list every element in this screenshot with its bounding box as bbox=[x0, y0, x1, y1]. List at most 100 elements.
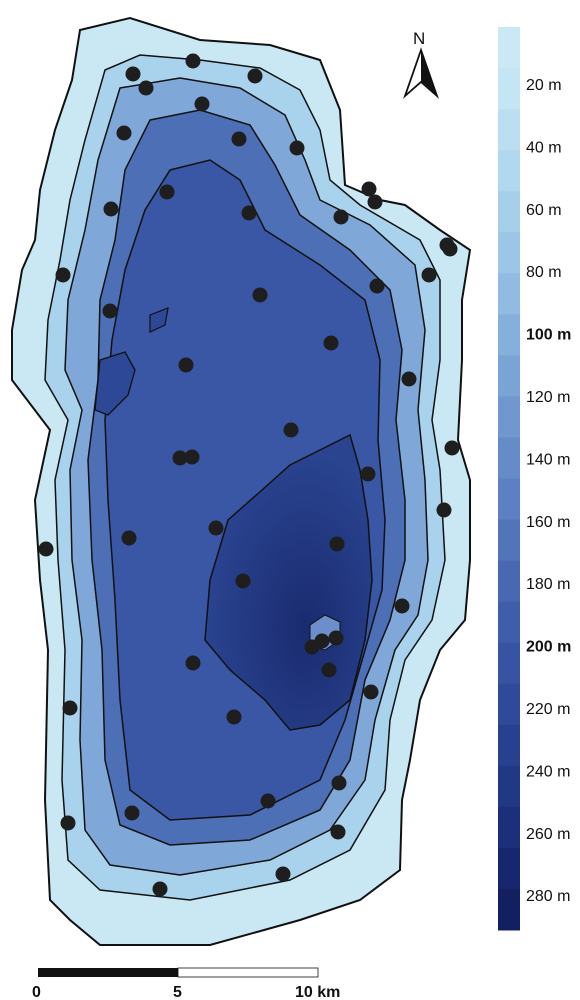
legend-color-step bbox=[498, 191, 520, 233]
sample-point bbox=[116, 125, 132, 141]
contour-200m bbox=[204, 433, 373, 731]
sample-point bbox=[102, 303, 118, 319]
sample-point bbox=[323, 335, 339, 351]
sample-point bbox=[124, 805, 140, 821]
legend-color-step bbox=[498, 396, 520, 438]
legend-color-step bbox=[498, 642, 520, 685]
sample-point bbox=[185, 53, 201, 69]
legend-color-step bbox=[498, 847, 520, 890]
sample-point bbox=[369, 278, 385, 294]
scale-bar-white-segment bbox=[177, 967, 319, 978]
legend-color-step bbox=[498, 437, 520, 479]
legend-color-step bbox=[498, 478, 520, 521]
sample-point bbox=[442, 241, 458, 257]
legend-tick-label: 40 m bbox=[526, 139, 562, 156]
sample-point bbox=[360, 466, 376, 482]
sample-point bbox=[235, 573, 251, 589]
sample-point bbox=[394, 598, 410, 614]
legend-color-step bbox=[498, 109, 520, 151]
legend-color-step bbox=[498, 27, 520, 69]
legend-tick-label: 140 m bbox=[526, 451, 570, 468]
sample-point bbox=[172, 450, 188, 466]
legend-color-step bbox=[498, 273, 520, 315]
sample-point bbox=[231, 131, 247, 147]
sample-point bbox=[103, 201, 119, 217]
legend-color-step bbox=[498, 519, 520, 562]
sample-point bbox=[361, 181, 377, 197]
legend-color-step bbox=[498, 683, 520, 726]
shallow-patch bbox=[94, 351, 136, 416]
sample-point bbox=[241, 205, 257, 221]
sample-point bbox=[421, 267, 437, 283]
sample-point bbox=[283, 422, 299, 438]
sample-point bbox=[60, 815, 76, 831]
legend-tick-label: 160 m bbox=[526, 514, 570, 531]
sample-point bbox=[275, 866, 291, 882]
sample-point bbox=[401, 371, 417, 387]
scale-bar: 0 5 10 km bbox=[32, 967, 340, 1000]
legend-tick-label: 100 m bbox=[526, 327, 571, 344]
sample-point bbox=[185, 655, 201, 671]
sample-point bbox=[159, 184, 175, 200]
sample-point bbox=[367, 194, 383, 210]
sample-point bbox=[260, 793, 276, 809]
sample-point bbox=[328, 630, 344, 646]
legend-color-step bbox=[498, 765, 520, 808]
sample-point bbox=[38, 541, 54, 557]
sample-point bbox=[329, 536, 345, 552]
sample-point bbox=[55, 267, 71, 283]
sample-point bbox=[184, 449, 200, 465]
sample-point bbox=[121, 530, 137, 546]
legend-color-step bbox=[498, 560, 520, 603]
sample-point bbox=[289, 140, 305, 156]
legend-color-step bbox=[498, 806, 520, 849]
scale-label-10km: 10 km bbox=[295, 984, 340, 1000]
legend-tick-label: 220 m bbox=[526, 701, 570, 718]
sample-point bbox=[444, 440, 460, 456]
legend-tick-label: 60 m bbox=[526, 202, 562, 219]
sample-point bbox=[208, 520, 224, 536]
legend-color-step bbox=[498, 724, 520, 767]
legend-tick-label: 180 m bbox=[526, 576, 570, 593]
north-arrow: N bbox=[403, 29, 439, 99]
sample-points bbox=[38, 53, 460, 897]
sample-point bbox=[252, 287, 268, 303]
legend-tick-label: 120 m bbox=[526, 389, 570, 406]
legend-color-step bbox=[498, 888, 520, 931]
depth-legend-labels: 20 m 40 m 60 m 80 m 100 m 120 m 140 m 160 m 180 … bbox=[526, 77, 571, 905]
north-label: N bbox=[413, 29, 425, 48]
sample-point bbox=[321, 662, 337, 678]
legend-color-step bbox=[498, 150, 520, 192]
sample-point bbox=[194, 96, 210, 112]
sample-point bbox=[125, 66, 141, 82]
sample-point bbox=[178, 357, 194, 373]
sample-point bbox=[314, 633, 330, 649]
depth-legend-colorbar bbox=[498, 27, 520, 931]
sample-point bbox=[226, 709, 242, 725]
legend-tick-label: 200 m bbox=[526, 639, 571, 656]
sample-point bbox=[331, 775, 347, 791]
sample-point bbox=[330, 824, 346, 840]
sample-point bbox=[62, 700, 78, 716]
scale-bar-black-segment bbox=[38, 968, 178, 977]
legend-color-step bbox=[498, 68, 520, 110]
scale-label-0: 0 bbox=[32, 984, 41, 1000]
legend-color-step bbox=[498, 314, 520, 356]
legend-tick-label: 20 m bbox=[526, 77, 562, 94]
legend-tick-label: 80 m bbox=[526, 264, 562, 281]
sample-point bbox=[436, 502, 452, 518]
sample-point bbox=[152, 881, 168, 897]
shallow-patch-2 bbox=[149, 307, 169, 333]
sample-point bbox=[333, 209, 349, 225]
scale-label-5: 5 bbox=[173, 984, 182, 1000]
sample-point bbox=[247, 68, 263, 84]
sample-point bbox=[138, 80, 154, 96]
legend-color-step bbox=[498, 232, 520, 274]
legend-tick-label: 280 m bbox=[526, 888, 570, 905]
legend-color-step bbox=[498, 355, 520, 397]
legend-tick-label: 260 m bbox=[526, 826, 570, 843]
sample-point bbox=[363, 684, 379, 700]
legend-color-step bbox=[498, 601, 520, 644]
legend-tick-label: 240 m bbox=[526, 763, 570, 780]
